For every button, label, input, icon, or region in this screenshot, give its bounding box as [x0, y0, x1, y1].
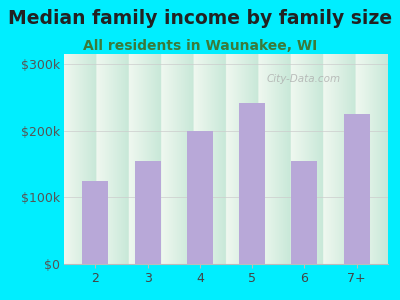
- Bar: [82, 181, 108, 264]
- Bar: [239, 103, 265, 264]
- Text: City-Data.com: City-Data.com: [267, 74, 341, 84]
- Bar: [134, 161, 161, 264]
- Text: Median family income by family size: Median family income by family size: [8, 9, 392, 28]
- Bar: [344, 114, 370, 264]
- Bar: [187, 131, 213, 264]
- Text: All residents in Waunakee, WI: All residents in Waunakee, WI: [83, 39, 317, 53]
- Bar: [291, 161, 318, 264]
